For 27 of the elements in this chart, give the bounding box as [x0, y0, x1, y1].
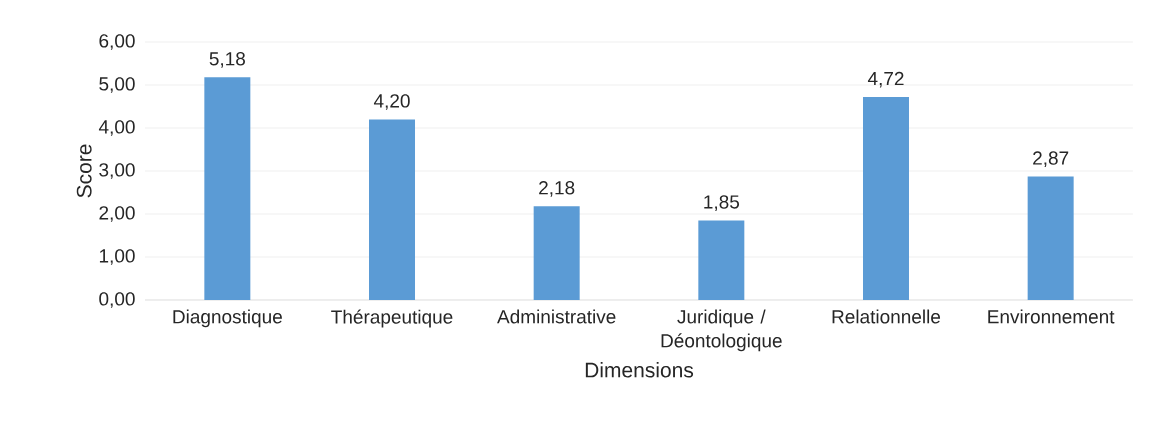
data-label: 5,18 — [209, 52, 245, 68]
data-label: 2,87 — [1033, 151, 1069, 168]
x-tick-label: Juridique / Déontologique — [661, 309, 782, 352]
data-label: 4,72 — [867, 71, 904, 88]
bar — [533, 206, 580, 300]
x-tick-label: Environnement — [988, 309, 1115, 324]
bar — [204, 77, 251, 300]
x-tick-label: Relationnelle — [832, 309, 941, 324]
y-tick-label: 0,00 — [99, 292, 135, 308]
bar — [1027, 176, 1074, 300]
y-tick-label: 6,00 — [99, 34, 135, 50]
data-label: 2,18 — [539, 181, 575, 197]
y-axis-title: Score — [76, 144, 92, 198]
x-tick-label: Thérapeutique — [331, 309, 453, 328]
y-tick-label: 4,00 — [98, 120, 135, 136]
x-tick-label: Diagnostique — [173, 309, 282, 328]
y-tick-label: 5,00 — [99, 77, 135, 93]
x-axis-title: Dimensions — [585, 362, 694, 378]
y-tick-label: 2,00 — [99, 206, 135, 222]
bar — [369, 119, 416, 300]
data-label: 1,85 — [704, 195, 740, 211]
y-tick-label: 1,00 — [99, 249, 135, 265]
bar — [698, 220, 745, 300]
y-tick-label: 3,00 — [99, 163, 135, 179]
x-tick-label: Administrative — [497, 309, 616, 324]
data-label: 4,20 — [373, 94, 410, 110]
bar — [863, 97, 909, 300]
